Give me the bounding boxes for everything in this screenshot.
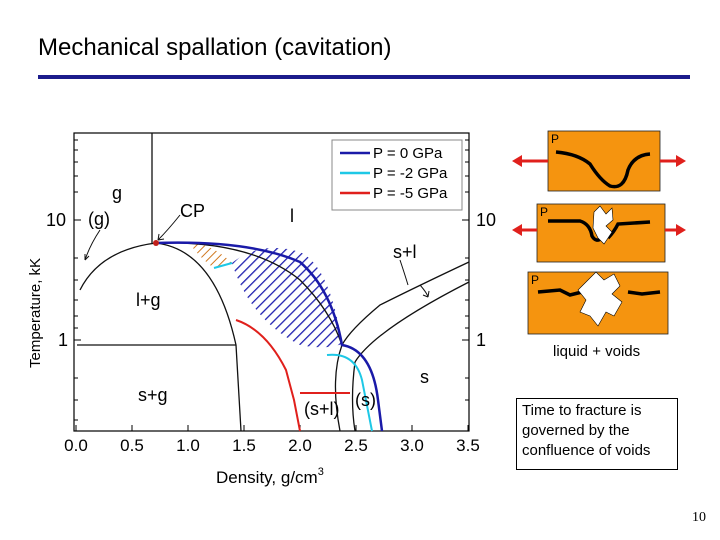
label-s-l-paren: (s+l): [304, 399, 340, 419]
panel-1-label: P: [551, 132, 559, 146]
legend-p0: P = 0 GPa: [373, 145, 443, 162]
x-tick-1: 0.5: [120, 436, 144, 455]
panel-3-label: P: [531, 273, 539, 287]
slide-number: 10: [692, 510, 706, 525]
panel-1: P: [512, 130, 686, 192]
curve-p-minus5: [235, 319, 350, 432]
label-s-paren: (s): [355, 390, 376, 410]
fracture-note: Time to fracture is governed by the conf…: [516, 398, 678, 470]
right-ticks: [462, 139, 469, 401]
voids-caption: liquid + voids: [553, 343, 640, 360]
legend-p-minus5: P = -5 GPa: [373, 185, 448, 202]
x-tick-0: 0.0: [64, 436, 88, 455]
left-ticks: [74, 139, 81, 421]
orange-hatched-region: [190, 243, 232, 268]
y-tick-1-right: 1: [476, 330, 486, 350]
plot-arrows: [84, 214, 430, 298]
x-tick-2: 1.0: [176, 436, 200, 455]
y-axis-label: Temperature, kK: [27, 258, 44, 368]
x-tick-6: 3.0: [400, 436, 424, 455]
label-s-l: s+l: [393, 242, 417, 262]
x-tick-5: 2.5: [344, 436, 368, 455]
label-g: g: [112, 183, 122, 203]
y-tick-10-right: 10: [476, 210, 496, 230]
panel-2: P: [512, 203, 686, 263]
x-tick-4: 2.0: [288, 436, 312, 455]
label-l: l: [290, 206, 294, 226]
label-g-paren: (g): [88, 209, 110, 229]
legend-p-minus2: P = -2 GPa: [373, 165, 448, 182]
x-tick-7: 3.5: [456, 436, 480, 455]
label-s: s: [420, 367, 429, 387]
label-s-g: s+g: [138, 385, 168, 405]
panel-3: P: [527, 271, 669, 335]
phase-boundaries: [77, 133, 470, 432]
y-tick-10-left: 10: [46, 210, 66, 230]
critical-point: [153, 240, 159, 246]
curve-p0: [155, 241, 384, 432]
blue-hatched-region: [232, 247, 342, 348]
title-rule: [38, 75, 690, 79]
y-tick-1-left: 1: [58, 330, 68, 350]
x-tick-3: 1.5: [232, 436, 256, 455]
panel-2-label: P: [540, 205, 548, 219]
chart-legend: P = 0 GPa P = -2 GPa P = -5 GPa: [331, 139, 463, 211]
label-l-g: l+g: [136, 290, 161, 310]
slide-title: Mechanical spallation (cavitation): [38, 34, 392, 61]
curve-p-minus2: [213, 262, 373, 432]
x-axis-label: Density, g/cm3: [216, 466, 324, 487]
label-cp: CP: [180, 201, 205, 221]
